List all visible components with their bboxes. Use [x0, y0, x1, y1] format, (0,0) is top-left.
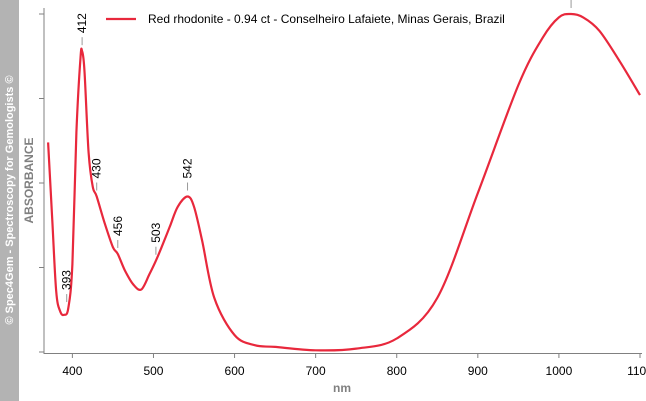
x-tick-label: 800 [387, 364, 407, 378]
peak-label: 542 [181, 158, 195, 178]
peak-label: 503 [149, 222, 163, 242]
legend: Red rhodonite - 0.94 ct - Conselheiro La… [106, 12, 505, 26]
peak-label: 430 [90, 158, 104, 178]
y-axis-label: ABSORBANCE [22, 137, 36, 223]
x-tick-label: 400 [62, 364, 82, 378]
peak-label: 456 [111, 216, 125, 236]
y-ticks [39, 13, 44, 353]
peak-label: 393 [60, 270, 74, 290]
x-ticks: 400 500 600 700 800 900 1000 1100 [62, 353, 646, 378]
chart-axes [43, 8, 642, 354]
series-layer [47, 12, 641, 352]
x-tick-label: 900 [468, 364, 488, 378]
x-tick-label: 1100 [627, 364, 646, 378]
x-tick-label: 1000 [546, 364, 573, 378]
copyright-band [0, 0, 19, 401]
peak-label: 412 [75, 13, 89, 33]
series-line [47, 12, 641, 352]
x-tick-label: 600 [225, 364, 245, 378]
x-tick-label: 500 [143, 364, 163, 378]
x-axis-label: nm [333, 381, 351, 395]
legend-label: Red rhodonite - 0.94 ct - Conselheiro La… [148, 12, 505, 26]
peak-annotations: 3934124304565035421015 [60, 0, 572, 303]
x-tick-label: 700 [306, 364, 326, 378]
